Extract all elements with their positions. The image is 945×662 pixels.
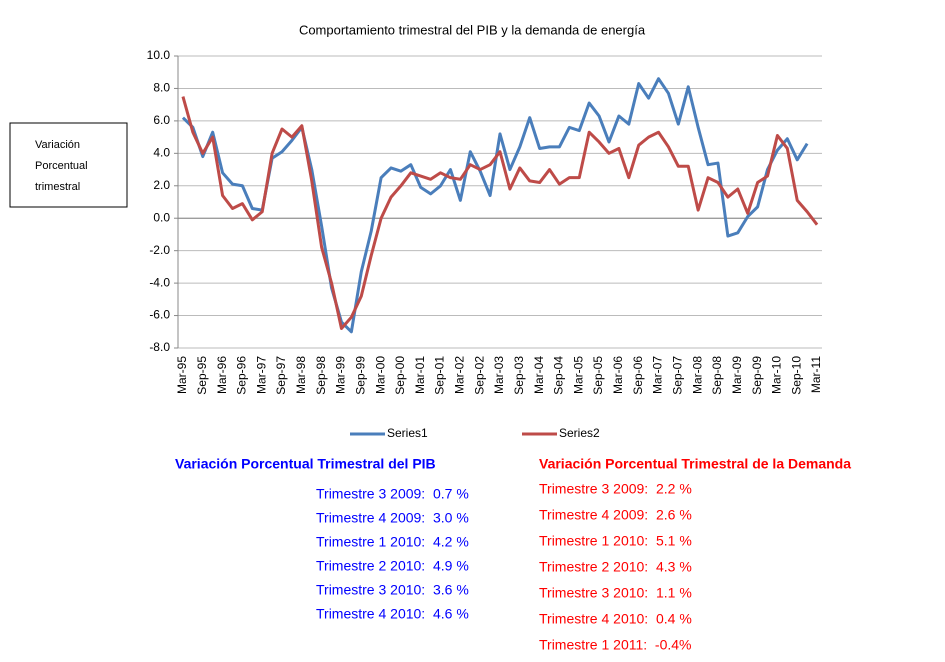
annotation-line: Trimestre 4 2010: 4.6 % <box>316 606 469 622</box>
y-axis-label: Variación <box>35 139 80 151</box>
x-tick-label: Sep-02 <box>472 356 486 395</box>
y-tick-label: 8.0 <box>153 81 170 95</box>
annotation-line: Trimestre 4 2009: 2.6 % <box>539 507 692 523</box>
x-tick-label: Mar-95 <box>175 356 189 394</box>
annotation-line: Trimestre 3 2010: 1.1 % <box>539 585 692 601</box>
annotation-title: Variación Porcentual Trimestral del PIB <box>175 456 436 472</box>
legend-label: Series1 <box>387 426 428 440</box>
x-tick-label: Mar-02 <box>453 356 467 394</box>
y-tick-label: -2.0 <box>149 243 170 257</box>
y-tick-label: 6.0 <box>153 113 170 127</box>
x-tick-label: Mar-04 <box>532 356 546 394</box>
annotation-line: Trimestre 2 2010: 4.3 % <box>539 559 692 575</box>
x-tick-label: Sep-03 <box>512 356 526 395</box>
x-tick-label: Sep-01 <box>433 356 447 395</box>
x-tick-label: Mar-07 <box>651 356 665 394</box>
y-tick-label: -8.0 <box>149 340 170 354</box>
x-tick-label: Sep-06 <box>631 356 645 395</box>
y-tick-label: 2.0 <box>153 178 170 192</box>
x-tick-label: Mar-08 <box>690 356 704 394</box>
x-tick-label: Mar-96 <box>215 356 229 394</box>
y-tick-label: 10.0 <box>147 48 171 62</box>
x-tick-label: Mar-97 <box>254 356 268 394</box>
x-tick-label: Mar-05 <box>571 356 585 394</box>
annotation-line: Trimestre 4 2010: 0.4 % <box>539 611 692 627</box>
x-tick-label: Mar-11 <box>809 356 823 393</box>
x-tick-label: Sep-08 <box>710 356 724 395</box>
x-tick-label: Sep-07 <box>671 356 685 395</box>
y-tick-label: 4.0 <box>153 146 170 160</box>
x-tick-label: Sep-98 <box>314 356 328 395</box>
x-tick-label: Sep-99 <box>353 356 367 395</box>
x-tick-label: Sep-00 <box>393 356 407 395</box>
legend-label: Series2 <box>559 426 600 440</box>
x-tick-label: Sep-04 <box>552 356 566 395</box>
annotation-line: Trimestre 1 2010: 4.2 % <box>316 534 469 550</box>
x-tick-label: Mar-99 <box>334 356 348 394</box>
x-tick-label: Mar-03 <box>492 356 506 394</box>
annotation-title: Variación Porcentual Trimestral de la De… <box>539 456 851 472</box>
y-tick-label: -4.0 <box>149 275 170 289</box>
annotation-line: Trimestre 3 2010: 3.6 % <box>316 582 469 598</box>
x-tick-label: Mar-01 <box>413 356 427 394</box>
x-tick-label: Mar-00 <box>373 356 387 394</box>
annotation-line: Trimestre 3 2009: 2.2 % <box>539 481 692 497</box>
y-tick-label: -6.0 <box>149 308 170 322</box>
series-line <box>181 96 819 331</box>
x-tick-label: Sep-97 <box>274 356 288 395</box>
annotation-line: Trimestre 1 2010: 5.1 % <box>539 533 692 549</box>
x-tick-label: Mar-06 <box>611 356 625 394</box>
annotation-line: Trimestre 2 2010: 4.9 % <box>316 558 469 574</box>
annotation-line: Trimestre 1 2011: -0.4% <box>539 637 692 653</box>
annotation-line: Trimestre 3 2009: 0.7 % <box>316 486 469 502</box>
x-tick-label: Sep-95 <box>195 356 209 395</box>
chart-title: Comportamiento trimestral del PIB y la d… <box>299 22 646 37</box>
x-tick-label: Mar-09 <box>730 356 744 394</box>
y-label-box <box>9 122 128 208</box>
x-tick-label: Mar-10 <box>770 356 784 394</box>
x-tick-label: Sep-10 <box>789 356 803 395</box>
y-axis-label: Porcentual <box>35 160 88 172</box>
annotation-line: Trimestre 4 2009: 3.0 % <box>316 510 469 526</box>
x-tick-label: Sep-05 <box>591 356 605 395</box>
x-tick-label: Mar-98 <box>294 356 308 394</box>
y-axis-label: trimestral <box>35 181 80 193</box>
x-tick-label: Sep-09 <box>750 356 764 395</box>
x-tick-label: Sep-96 <box>235 356 249 395</box>
y-tick-label: 0.0 <box>153 210 170 224</box>
series-line <box>181 77 809 334</box>
